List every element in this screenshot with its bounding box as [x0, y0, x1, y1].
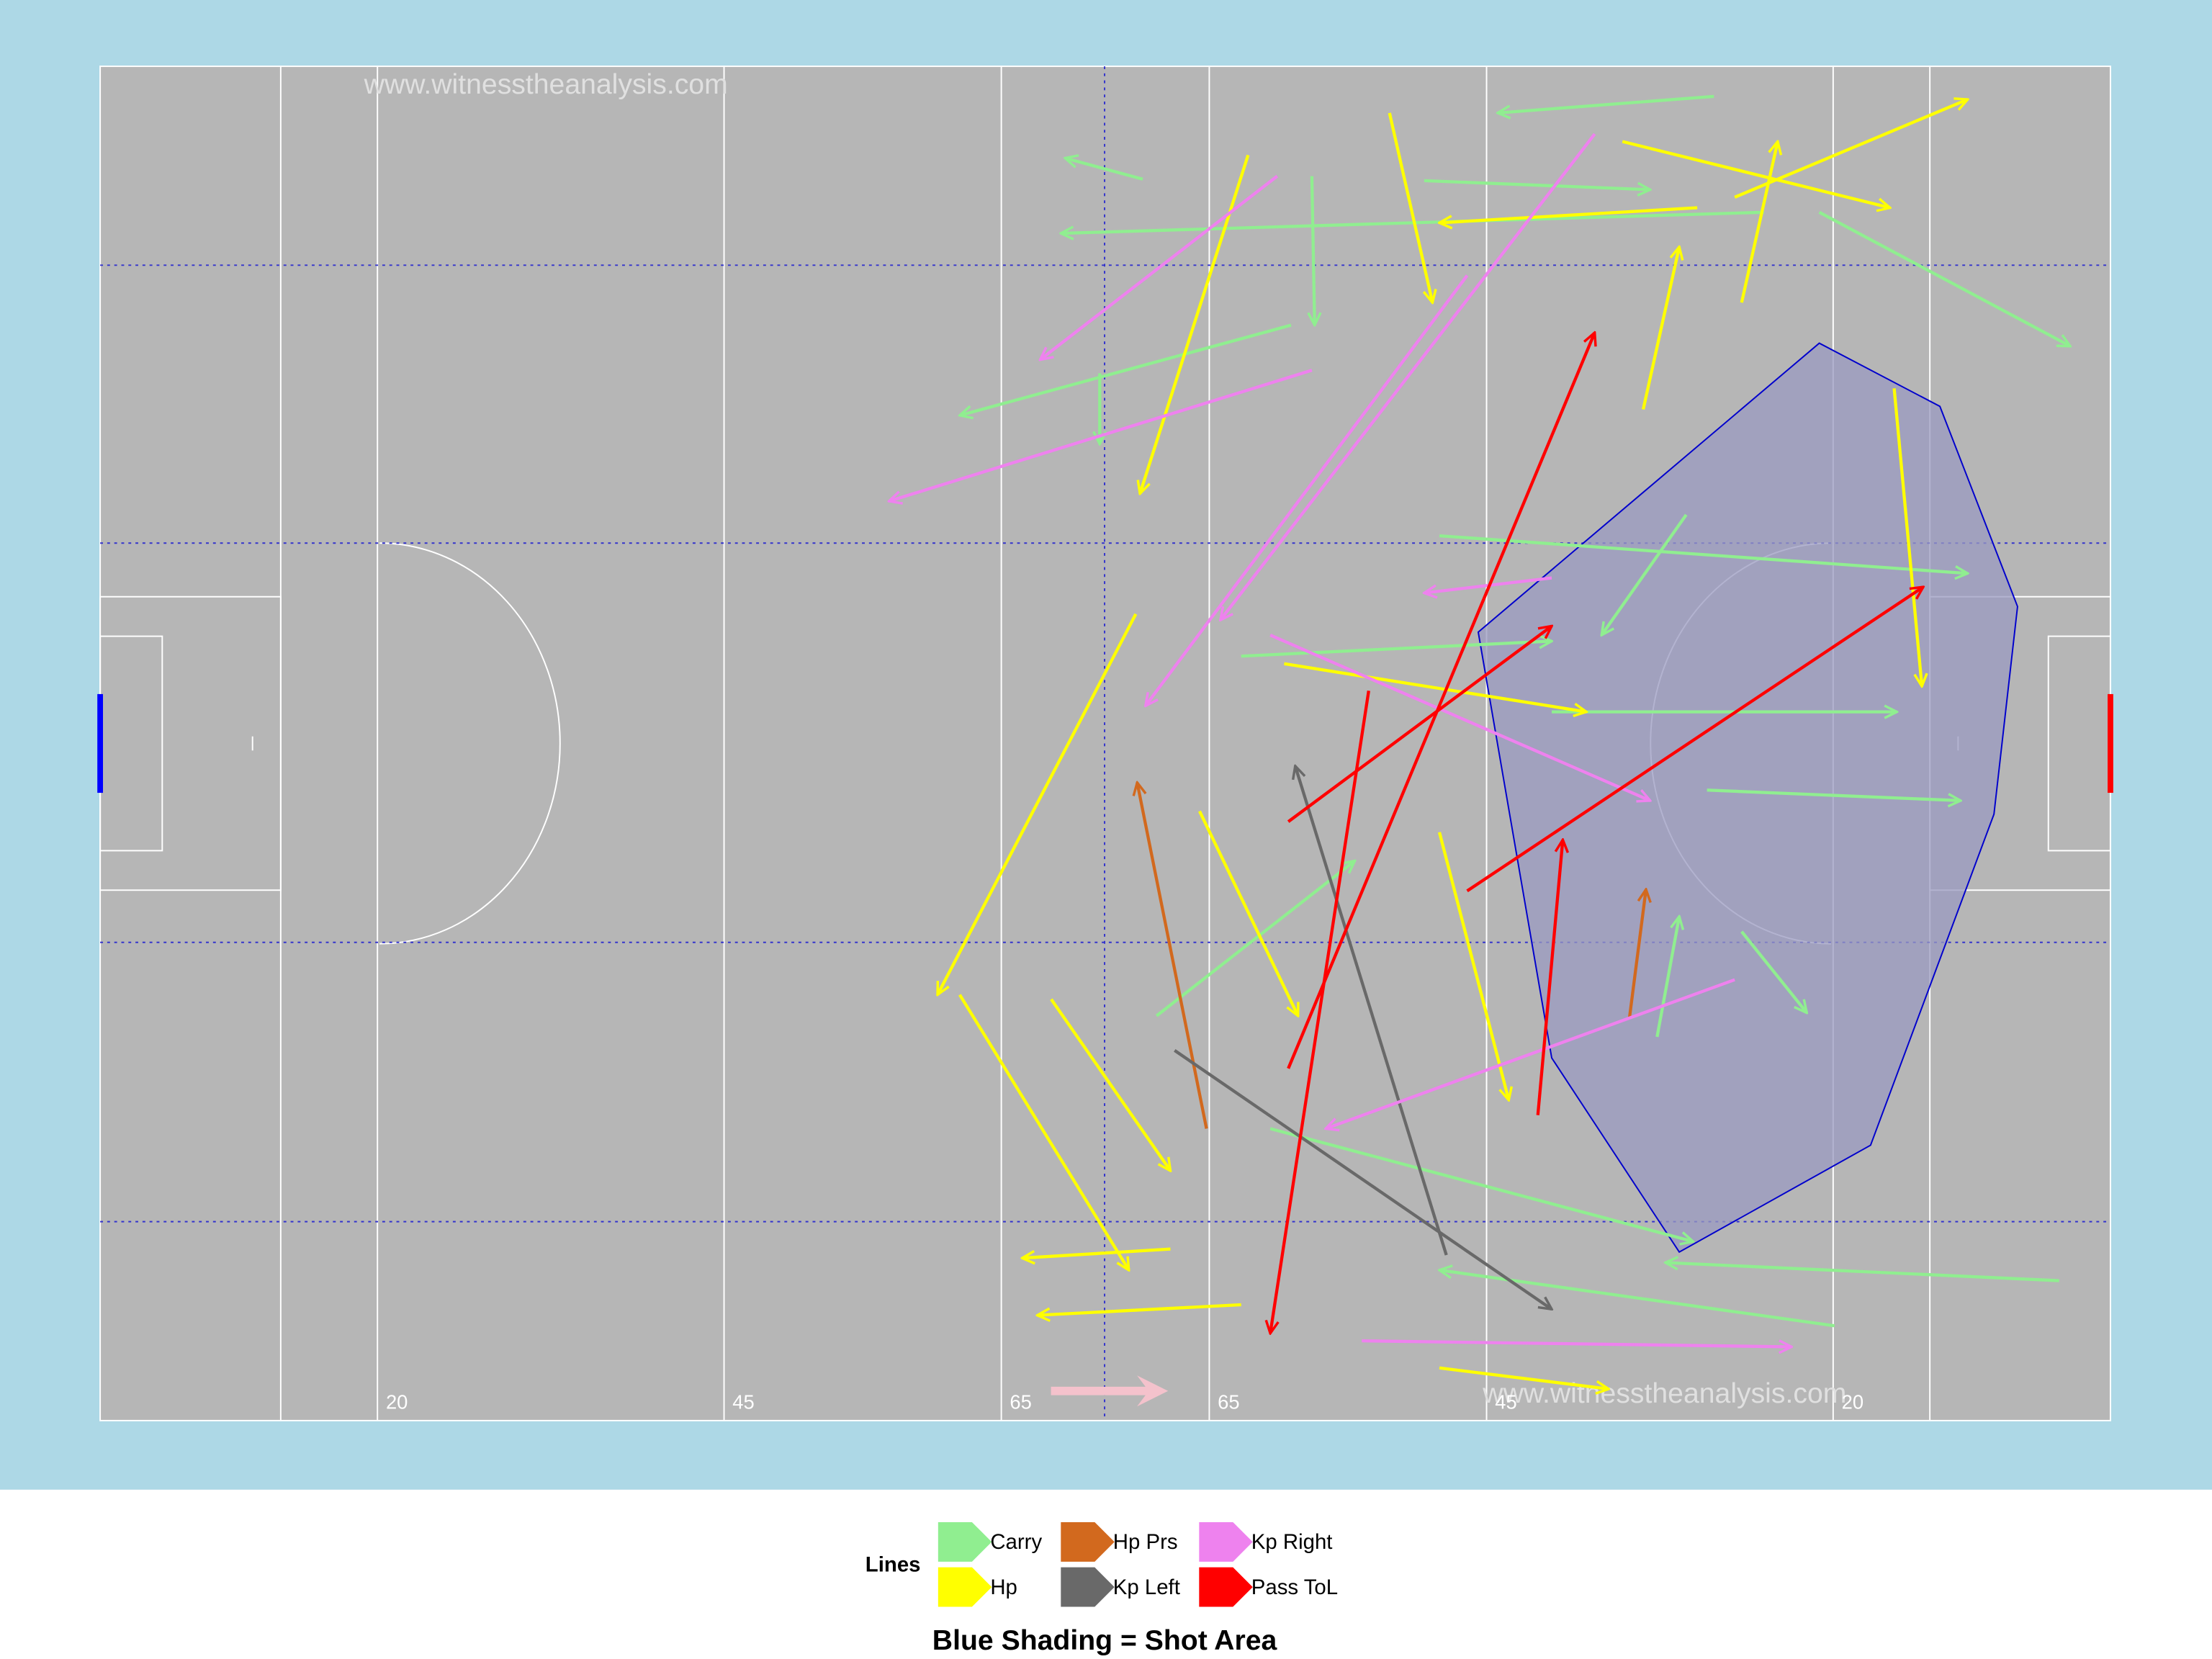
- arrow: [1312, 176, 1315, 325]
- x-tick-label: 20: [1842, 1391, 1863, 1413]
- legend-icon: [1061, 1521, 1115, 1562]
- legend-label: Hp: [990, 1575, 1017, 1599]
- arrow: [1818, 210, 2070, 348]
- arrow: [1198, 810, 1298, 1016]
- arrow: [1362, 1339, 1791, 1346]
- arrow: [936, 613, 1138, 995]
- legend-icon: [1061, 1567, 1115, 1607]
- arrow: [1424, 179, 1650, 190]
- legend-icon: [1199, 1567, 1253, 1607]
- x-tick-label: 45: [732, 1391, 754, 1413]
- arrow: [1050, 998, 1171, 1171]
- arrow: [1439, 206, 1698, 223]
- arrow: [1601, 513, 1688, 635]
- arrow: [958, 994, 1129, 1269]
- series-arrows: [1174, 766, 1552, 1309]
- arrow: [1740, 930, 1807, 1013]
- x-tick-label: 65: [1218, 1391, 1239, 1413]
- series-arrows: [960, 94, 2070, 1328]
- legend-icon: [1199, 1521, 1253, 1562]
- legend-icon: [938, 1567, 992, 1607]
- arrow: [1287, 333, 1595, 1069]
- arrow: [1146, 274, 1469, 706]
- arrow: [1437, 832, 1509, 1100]
- arrow: [1665, 1262, 2059, 1282]
- arrow: [1388, 112, 1433, 302]
- arrow: [1220, 132, 1596, 620]
- series-arrows: [1137, 783, 1646, 1129]
- legend-label: Kp Left: [1113, 1575, 1180, 1599]
- arrow: [1740, 142, 1778, 303]
- x-tick-label: 45: [1495, 1391, 1516, 1413]
- arrow: [1137, 783, 1208, 1129]
- zone-lines: [100, 66, 2110, 1421]
- arrow: [1466, 587, 1923, 893]
- goal-left: [97, 693, 104, 793]
- arrow: [1627, 889, 1646, 1020]
- series-arrows: [889, 132, 1791, 1346]
- watermark: www.witnesstheanalysis.com: [1482, 1378, 1846, 1409]
- arrow: [1536, 840, 1563, 1115]
- arrow: [1287, 626, 1552, 823]
- arrow: [1269, 1127, 1693, 1241]
- arrow: [1707, 788, 1961, 801]
- legend-icon: [938, 1521, 992, 1562]
- x-tick-label: 20: [386, 1391, 408, 1413]
- arrow: [1040, 174, 1279, 360]
- arc: [379, 542, 561, 945]
- arrow: [1270, 691, 1370, 1333]
- arrow: [1061, 210, 1764, 233]
- legend-title: Lines: [866, 1552, 921, 1576]
- legend-label: Pass ToL: [1251, 1575, 1338, 1599]
- series-arrows: [1270, 333, 1923, 1334]
- arrow: [960, 323, 1292, 415]
- legend-label: Hp Prs: [1113, 1530, 1178, 1554]
- arrow: [1326, 978, 1735, 1129]
- direction-arrow: [1051, 1375, 1169, 1407]
- arrow: [1734, 99, 1967, 199]
- legend-label: Kp Right: [1251, 1530, 1333, 1554]
- arrow: [1065, 158, 1143, 181]
- arrow: [1641, 247, 1679, 410]
- arrow: [1284, 662, 1586, 712]
- goal-right: [2108, 693, 2113, 793]
- x-tick-label: 65: [1010, 1391, 1031, 1413]
- legend-background: [0, 1489, 2212, 1659]
- arrow: [1439, 1366, 1609, 1389]
- arrow: [1038, 1303, 1241, 1316]
- arrow: [1439, 1270, 1835, 1328]
- arrow: [1174, 1049, 1552, 1309]
- series-arrows: [936, 99, 1968, 1389]
- arrow: [1295, 766, 1448, 1256]
- legend-label: Carry: [990, 1530, 1042, 1554]
- arrow: [1439, 534, 1968, 573]
- arrow: [1269, 634, 1650, 801]
- arrow: [1155, 860, 1354, 1017]
- arrow: [1022, 1247, 1171, 1259]
- caption: Blue Shading = Shot Area: [932, 1625, 1278, 1656]
- arrow: [1498, 94, 1714, 113]
- arrow: [889, 369, 1313, 501]
- arrow: [1241, 641, 1552, 658]
- arrow: [1655, 917, 1679, 1038]
- arrow: [1892, 388, 1923, 686]
- arrow: [1622, 140, 1890, 208]
- watermark: www.witnesstheanalysis.com: [364, 69, 728, 100]
